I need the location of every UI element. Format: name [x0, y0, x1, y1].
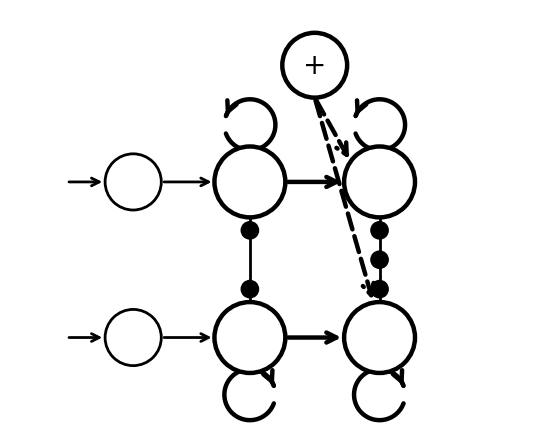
- Circle shape: [214, 147, 285, 218]
- Circle shape: [105, 310, 161, 366]
- Text: +: +: [303, 52, 326, 80]
- Circle shape: [344, 147, 415, 218]
- Circle shape: [241, 281, 258, 298]
- Circle shape: [371, 251, 388, 269]
- Circle shape: [105, 155, 161, 210]
- Circle shape: [282, 34, 347, 99]
- Circle shape: [371, 222, 388, 240]
- Circle shape: [214, 302, 285, 373]
- Circle shape: [344, 302, 415, 373]
- Circle shape: [241, 222, 258, 240]
- Circle shape: [371, 281, 388, 298]
